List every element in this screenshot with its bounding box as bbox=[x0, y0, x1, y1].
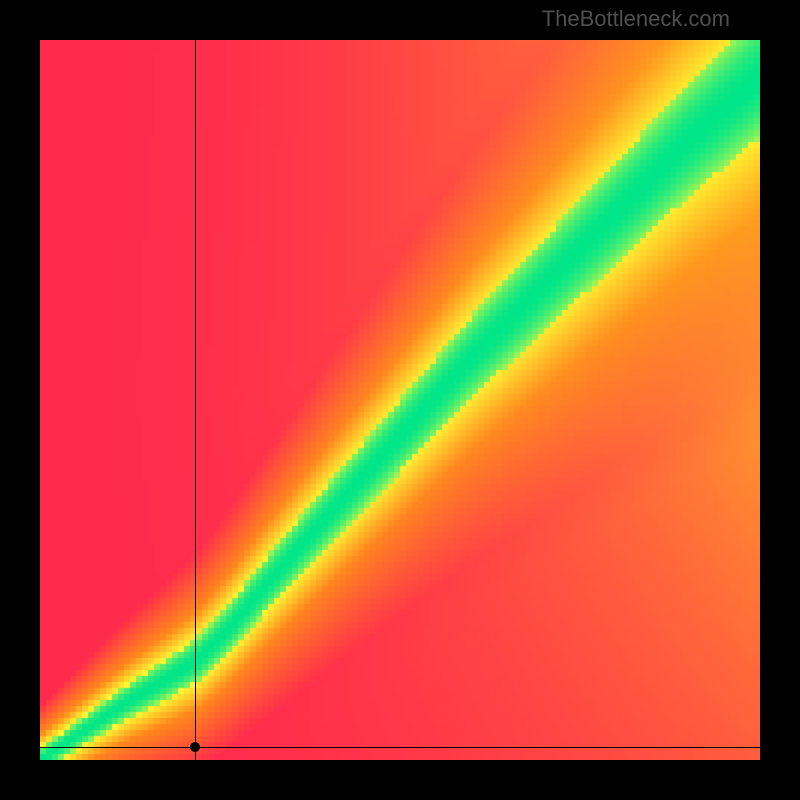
crosshair-marker-dot bbox=[190, 742, 200, 752]
crosshair-horizontal bbox=[40, 747, 760, 748]
watermark-text: TheBottleneck.com bbox=[542, 6, 730, 32]
crosshair-vertical bbox=[195, 40, 196, 760]
chart-container: TheBottleneck.com bbox=[0, 0, 800, 800]
heatmap-plot bbox=[40, 40, 760, 760]
